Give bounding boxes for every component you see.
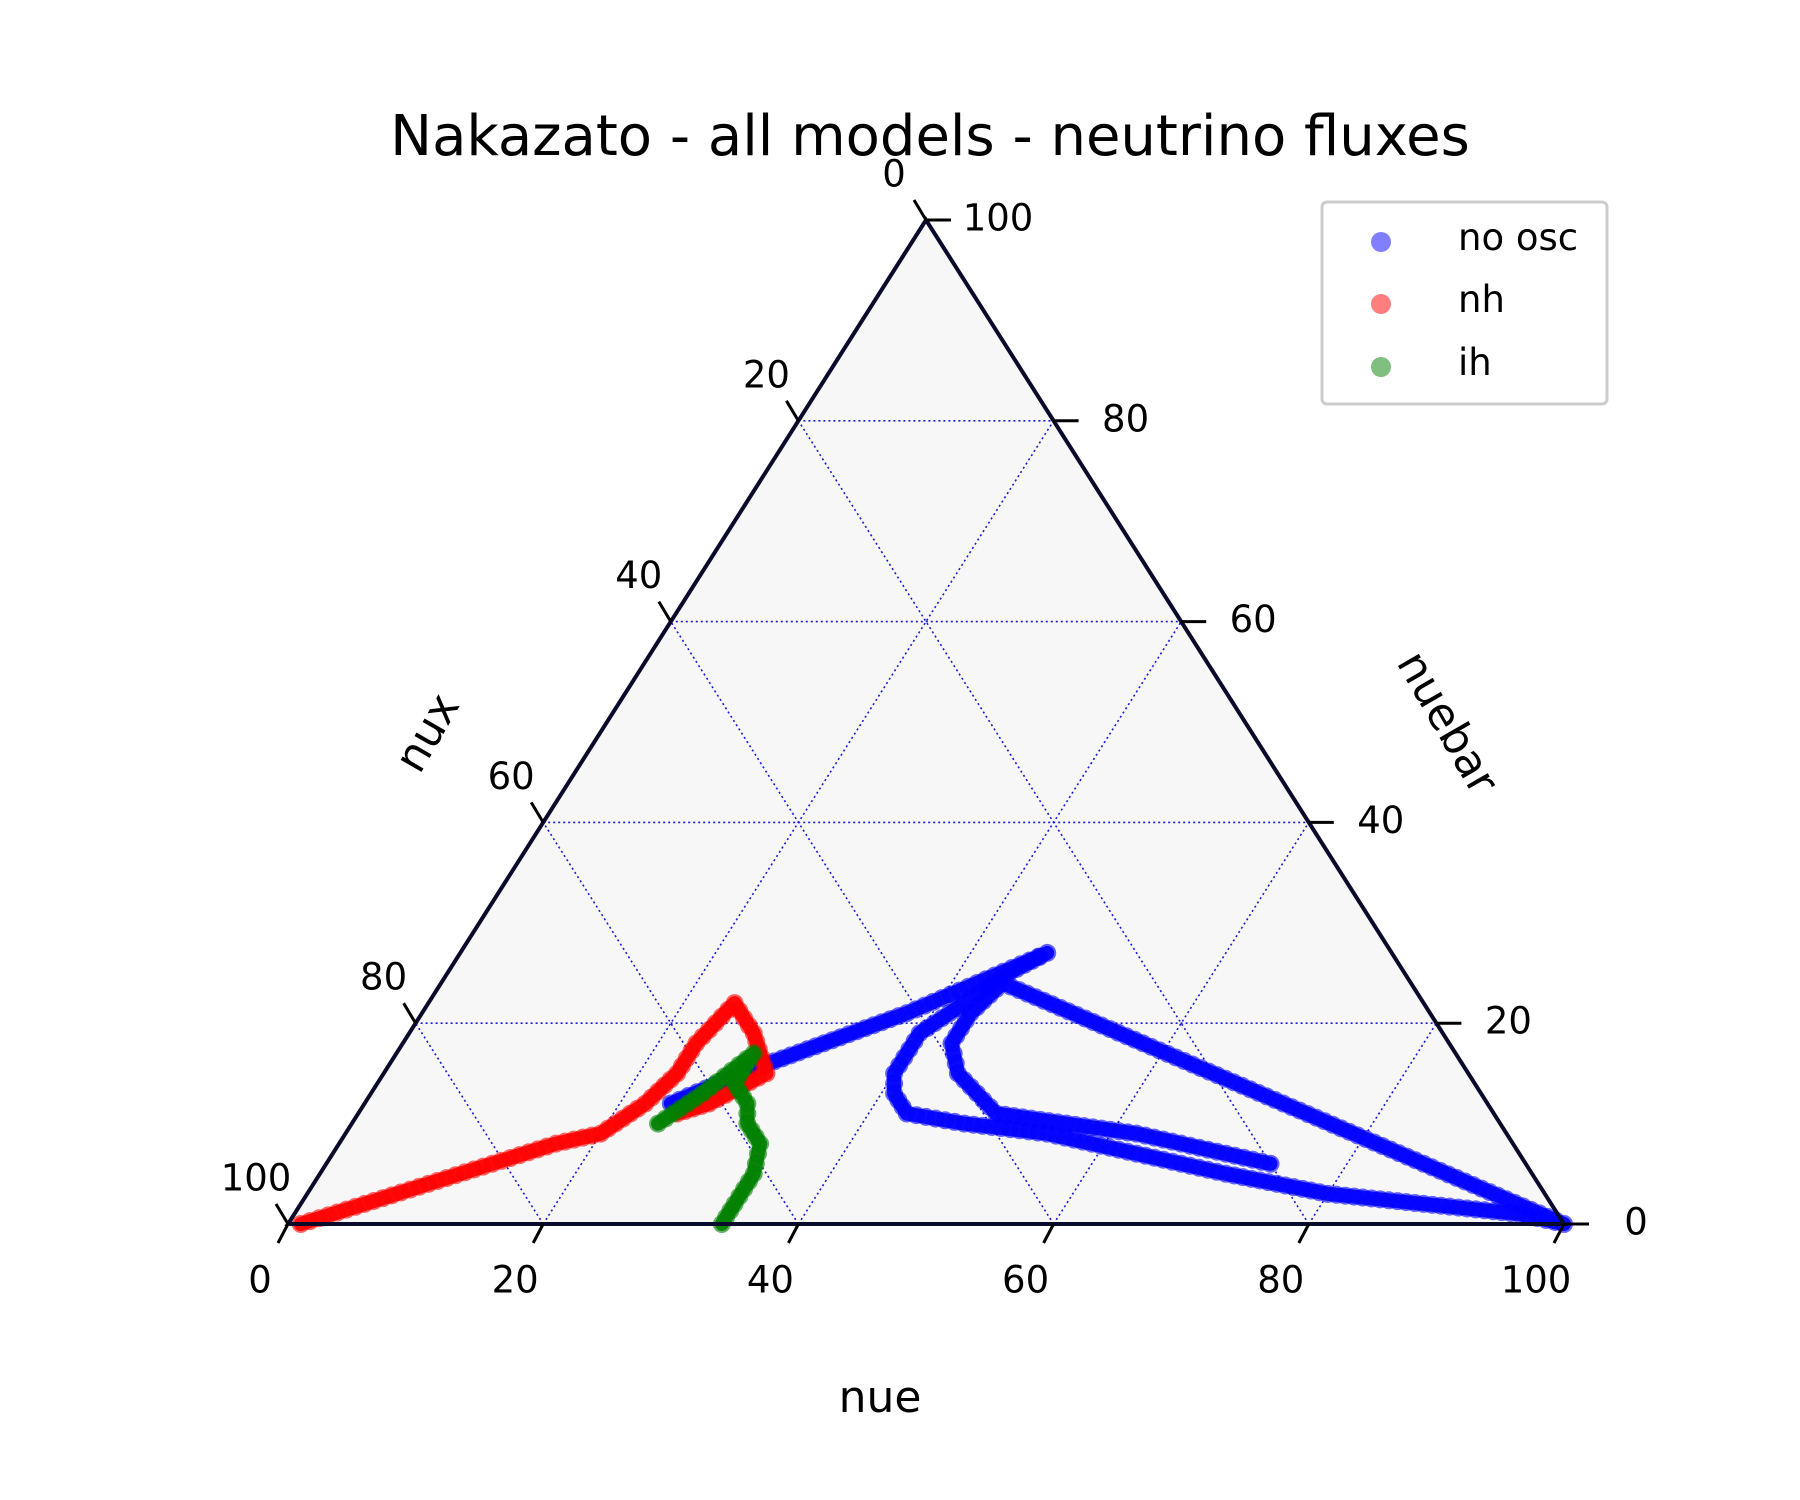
legend-marker-nh bbox=[1371, 294, 1391, 314]
tick-left bbox=[529, 801, 545, 824]
tick-label-right: 80 bbox=[1102, 397, 1149, 440]
tick-left bbox=[402, 1002, 417, 1024]
legend: no osc nh ih bbox=[1320, 200, 1609, 406]
legend-label-ih: ih bbox=[1458, 341, 1492, 384]
tick-left bbox=[912, 199, 928, 221]
left-axis-label: nux bbox=[385, 685, 470, 781]
tick-label-right: 20 bbox=[1485, 1000, 1532, 1043]
legend-marker-no-osc bbox=[1371, 232, 1391, 252]
legend-marker-ih bbox=[1371, 357, 1391, 377]
ticks: 0 20 40 60 80 100 0 20 40 60 80 100 0 20 40 60 80 100 bbox=[221, 153, 1648, 1302]
tick-bottom bbox=[276, 1223, 290, 1244]
tick-bottom bbox=[1552, 1223, 1566, 1244]
grid-line-nux bbox=[542, 821, 800, 1225]
tick-label-left: 20 bbox=[743, 353, 790, 396]
tick-label-bottom: 40 bbox=[747, 1259, 794, 1302]
tick-label-right: 100 bbox=[963, 197, 1034, 240]
tick-left bbox=[274, 1203, 290, 1225]
series-ih bbox=[649, 1044, 770, 1233]
tick-bottom bbox=[787, 1223, 800, 1244]
legend-label-nh: nh bbox=[1458, 278, 1505, 321]
tick-label-left: 0 bbox=[882, 153, 906, 196]
legend-label-no-osc: no osc bbox=[1458, 216, 1578, 259]
grid-line-nux bbox=[670, 621, 1055, 1225]
data-point bbox=[1261, 1154, 1280, 1173]
series-nh bbox=[291, 994, 776, 1233]
bottom-axis-label: nue bbox=[839, 1372, 922, 1423]
tick-label-left: 40 bbox=[615, 554, 662, 597]
tick-label-right: 0 bbox=[1624, 1201, 1648, 1244]
tick-label-right: 60 bbox=[1230, 598, 1277, 641]
chart-title: Nakazato - all models - neutrino fluxes bbox=[390, 104, 1470, 169]
tick-label-bottom: 60 bbox=[1002, 1259, 1049, 1302]
tick-label-bottom: 20 bbox=[492, 1259, 539, 1302]
tick-label-left: 80 bbox=[360, 956, 407, 999]
tick-label-bottom: 0 bbox=[248, 1259, 272, 1302]
grid-line-nue bbox=[1052, 821, 1310, 1225]
plot-area bbox=[288, 220, 1564, 1224]
series-layer bbox=[291, 943, 1573, 1233]
tick-label-left: 60 bbox=[488, 755, 535, 798]
tick-label-bottom: 80 bbox=[1257, 1259, 1304, 1302]
grid-line-nue bbox=[797, 621, 1182, 1225]
legend-box bbox=[1320, 200, 1609, 406]
tick-bottom bbox=[1297, 1223, 1311, 1244]
tick-label-right: 40 bbox=[1357, 799, 1404, 842]
right-axis-label: nuebar bbox=[1387, 643, 1510, 804]
tick-bottom bbox=[531, 1223, 545, 1244]
tick-bottom bbox=[1042, 1223, 1055, 1244]
tick-left bbox=[785, 400, 800, 422]
tick-label-bottom: 100 bbox=[1501, 1259, 1572, 1302]
tick-left bbox=[657, 600, 673, 623]
triangle-border bbox=[284, 216, 1568, 1226]
tick-label-left: 100 bbox=[221, 1157, 292, 1200]
